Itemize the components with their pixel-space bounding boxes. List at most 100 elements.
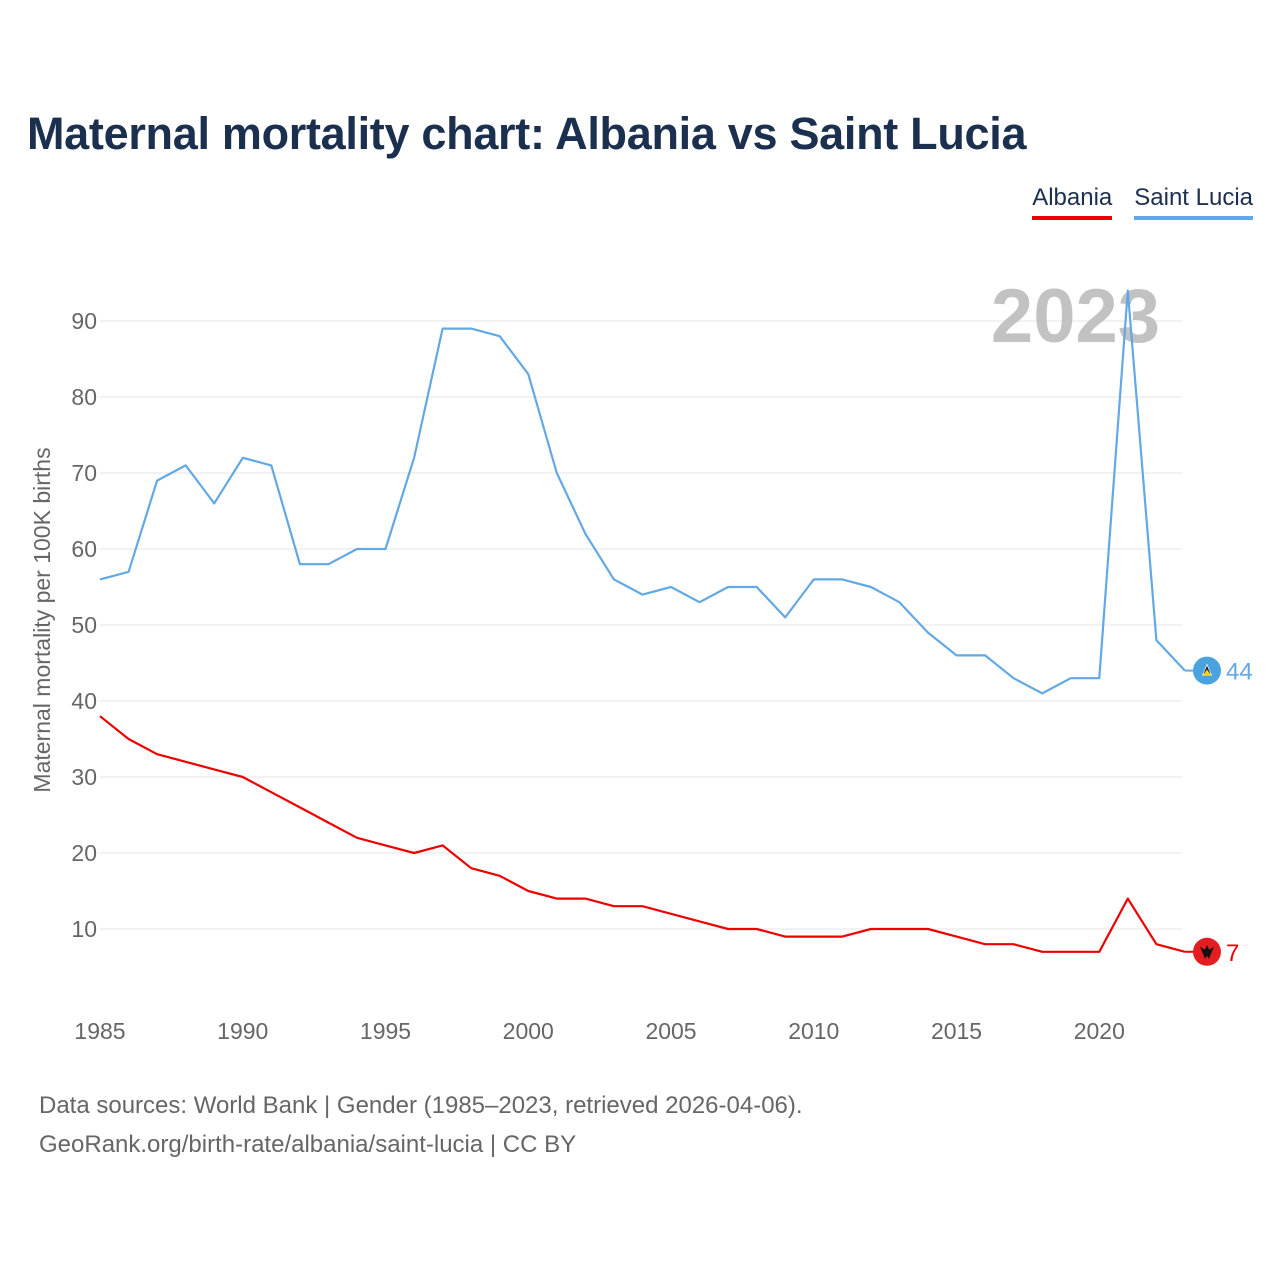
y-tick-label: 70 <box>71 460 97 486</box>
data-point-albania <box>240 775 245 780</box>
data-point-saint-lucia <box>183 463 188 468</box>
data-point-saint-lucia <box>583 531 588 536</box>
data-point-saint-lucia <box>754 585 759 590</box>
data-point-saint-lucia <box>212 501 217 506</box>
legend-item-saint-lucia[interactable]: Saint Lucia <box>1134 183 1253 220</box>
data-point-saint-lucia <box>412 455 417 460</box>
data-point-albania <box>868 927 873 932</box>
data-point-saint-lucia <box>925 630 930 635</box>
data-point-albania <box>1154 942 1159 947</box>
data-point-albania <box>897 927 902 932</box>
data-point-albania <box>954 934 959 939</box>
data-point-saint-lucia <box>983 653 988 658</box>
data-point-albania <box>583 896 588 901</box>
data-point-saint-lucia <box>126 569 131 574</box>
x-axis-ticks: 1985 1990 1995 2000 2005 2010 2015 2020 <box>74 1018 1124 1044</box>
data-point-saint-lucia <box>98 577 103 582</box>
data-point-saint-lucia <box>811 577 816 582</box>
end-value-label-albania: 7 <box>1226 940 1239 967</box>
data-point-saint-lucia <box>354 547 359 552</box>
data-point-albania <box>212 767 217 772</box>
data-point-albania <box>1068 949 1073 954</box>
data-point-saint-lucia <box>440 326 445 331</box>
legend-item-albania[interactable]: Albania <box>1032 183 1113 220</box>
x-tick-label: 1985 <box>74 1018 125 1044</box>
data-point-albania <box>269 790 274 795</box>
y-tick-label: 60 <box>71 536 97 562</box>
data-point-albania <box>697 919 702 924</box>
y-tick-label: 50 <box>71 612 97 638</box>
y-tick-label: 80 <box>71 384 97 410</box>
saint-lucia-flag-icon <box>1193 656 1221 685</box>
chart-title: Maternal mortality chart: Albania vs Sai… <box>27 108 1027 159</box>
data-point-albania <box>669 911 674 916</box>
x-tick-label: 1995 <box>360 1018 411 1044</box>
data-point-saint-lucia <box>469 326 474 331</box>
x-tick-label: 2010 <box>788 1018 839 1044</box>
data-point-albania <box>497 873 502 878</box>
x-tick-label: 2000 <box>503 1018 554 1044</box>
sources-line-2[interactable]: GeoRank.org/birth-rate/albania/saint-luc… <box>39 1131 577 1158</box>
data-point-saint-lucia <box>526 372 531 377</box>
data-point-albania <box>925 927 930 932</box>
data-point-albania <box>754 927 759 932</box>
flag-eagle-shape <box>1200 944 1214 959</box>
x-tick-label: 1990 <box>217 1018 268 1044</box>
data-point-saint-lucia <box>868 585 873 590</box>
data-sources: Data sources: World Bank | Gender (1985–… <box>39 1086 803 1164</box>
y-tick-label: 40 <box>71 688 97 714</box>
data-point-saint-lucia <box>1125 288 1130 293</box>
data-point-saint-lucia <box>497 334 502 339</box>
data-point-saint-lucia <box>611 577 616 582</box>
data-point-albania <box>383 843 388 848</box>
data-point-saint-lucia <box>669 585 674 590</box>
data-point-albania <box>326 820 331 825</box>
data-point-saint-lucia <box>240 455 245 460</box>
data-point-albania <box>297 805 302 810</box>
data-point-albania <box>126 737 131 742</box>
data-point-saint-lucia <box>783 615 788 620</box>
flag-gold-triangle <box>1202 669 1212 676</box>
data-point-saint-lucia <box>640 592 645 597</box>
series-line-saint-lucia <box>99 289 1186 695</box>
data-point-albania <box>469 866 474 871</box>
data-point-saint-lucia <box>897 600 902 605</box>
series-line-albania <box>99 715 1186 953</box>
data-point-albania <box>1125 896 1130 901</box>
sources-line-1: Data sources: World Bank | Gender (1985–… <box>39 1092 803 1119</box>
data-point-saint-lucia <box>383 547 388 552</box>
data-point-albania <box>554 896 559 901</box>
data-point-saint-lucia <box>954 653 959 658</box>
data-point-saint-lucia <box>1040 691 1045 696</box>
data-point-saint-lucia <box>269 463 274 468</box>
y-tick-label: 30 <box>71 764 97 790</box>
data-point-albania <box>412 851 417 856</box>
end-markers: 7 44 <box>1184 656 1253 967</box>
albania-flag-icon <box>1193 937 1221 966</box>
data-point-saint-lucia <box>554 471 559 476</box>
data-point-saint-lucia <box>297 562 302 567</box>
data-point-albania <box>354 835 359 840</box>
x-tick-label: 2005 <box>645 1018 696 1044</box>
data-point-albania <box>440 843 445 848</box>
end-value-label-saint-lucia: 44 <box>1226 659 1253 686</box>
data-point-saint-lucia <box>1068 676 1073 681</box>
y-axis-label: Maternal mortality per 100K births <box>29 447 55 792</box>
legend: Albania Saint Lucia <box>1032 183 1253 220</box>
data-point-albania <box>1011 942 1016 947</box>
data-point-saint-lucia <box>1097 676 1102 681</box>
line-chart: 10 20 30 40 50 60 70 80 90 1985 1990 1995 2000 2005 2… <box>29 274 1253 1044</box>
data-point-albania <box>1097 949 1102 954</box>
data-point-albania <box>983 942 988 947</box>
series-layer <box>98 288 1186 954</box>
data-point-saint-lucia <box>1011 676 1016 681</box>
data-point-albania <box>1040 949 1045 954</box>
y-axis-ticks: 10 20 30 40 50 60 70 80 90 <box>71 308 97 942</box>
data-point-saint-lucia <box>1154 638 1159 643</box>
data-point-saint-lucia <box>726 585 731 590</box>
y-tick-label: 10 <box>71 916 97 942</box>
data-point-saint-lucia <box>326 562 331 567</box>
data-point-albania <box>840 934 845 939</box>
data-point-albania <box>98 714 103 719</box>
data-point-albania <box>811 934 816 939</box>
